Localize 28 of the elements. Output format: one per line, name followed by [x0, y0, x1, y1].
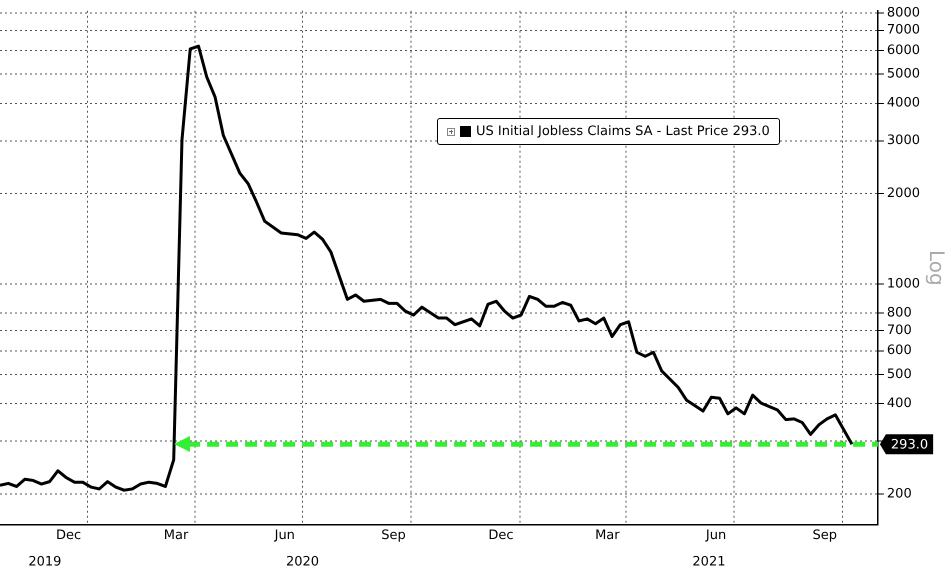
x-tick-label: Sep — [812, 528, 838, 543]
y-tick-label: 6000 — [886, 42, 920, 58]
x-tick-label: Sep — [381, 528, 406, 543]
y-tick-label: 700 — [886, 323, 912, 338]
x-tick-label: Mar — [164, 528, 189, 543]
y-tick-label: 200 — [886, 486, 912, 502]
x-tick-label: Dec — [488, 528, 514, 543]
x2-tick-label: 2021 — [692, 554, 726, 570]
y-tick-label: 7000 — [886, 22, 920, 38]
y-tick-label: 2000 — [886, 186, 920, 202]
ref-line-label: 293.0 — [890, 438, 928, 453]
legend-label: US Initial Jobless Claims SA - Last Price 293.0 — [476, 124, 770, 139]
y-tick-label: 5000 — [886, 66, 920, 82]
y-tick-label: 800 — [886, 306, 912, 321]
y-axis-title: Log — [924, 250, 949, 286]
y-tick-label: 500 — [886, 366, 912, 382]
y-tick-label: 600 — [886, 343, 912, 358]
x2-tick-label: 2019 — [28, 554, 62, 570]
x-tick-label: Dec — [56, 528, 82, 543]
x-tick-label: Mar — [595, 528, 620, 543]
y-tick-label: 1000 — [886, 276, 920, 292]
x-tick-label: Jun — [704, 528, 726, 543]
x-tick-label: Jun — [274, 528, 295, 543]
x2-tick-label: 2020 — [286, 554, 320, 570]
y-tick-label: 400 — [886, 396, 912, 412]
y-tick-label: 3000 — [886, 133, 920, 148]
y-tick-label: 4000 — [886, 96, 920, 111]
y-tick-label: 8000 — [886, 5, 920, 20]
